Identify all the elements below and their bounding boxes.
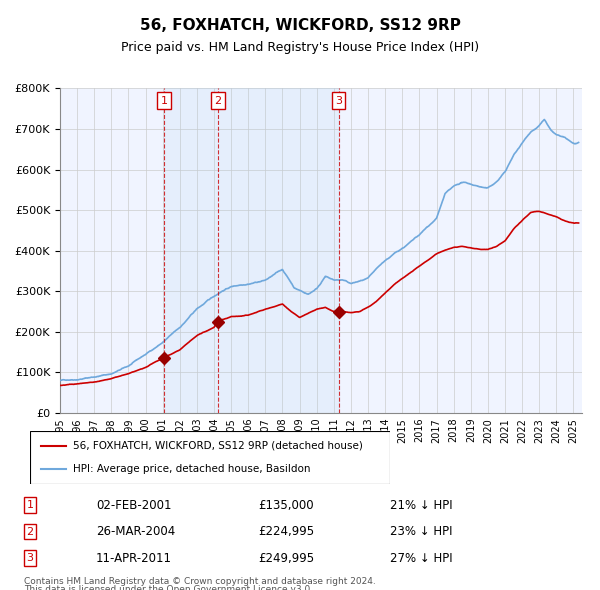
Text: £135,000: £135,000 — [258, 499, 314, 512]
Text: 3: 3 — [335, 96, 342, 106]
Text: 27% ↓ HPI: 27% ↓ HPI — [390, 552, 452, 565]
Text: HPI: Average price, detached house, Basildon: HPI: Average price, detached house, Basi… — [73, 464, 311, 474]
Text: 1: 1 — [161, 96, 167, 106]
Text: 2: 2 — [26, 527, 34, 536]
Bar — [164, 88, 338, 413]
Text: 02-FEB-2001: 02-FEB-2001 — [96, 499, 172, 512]
Text: This data is licensed under the Open Government Licence v3.0.: This data is licensed under the Open Gov… — [24, 585, 313, 590]
Text: 23% ↓ HPI: 23% ↓ HPI — [390, 525, 452, 538]
Text: 56, FOXHATCH, WICKFORD, SS12 9RP: 56, FOXHATCH, WICKFORD, SS12 9RP — [140, 18, 460, 32]
Text: 1: 1 — [26, 500, 34, 510]
Text: 3: 3 — [26, 553, 34, 563]
FancyBboxPatch shape — [30, 431, 390, 484]
Text: 21% ↓ HPI: 21% ↓ HPI — [390, 499, 452, 512]
Text: Price paid vs. HM Land Registry's House Price Index (HPI): Price paid vs. HM Land Registry's House … — [121, 41, 479, 54]
Text: 26-MAR-2004: 26-MAR-2004 — [96, 525, 175, 538]
Text: Contains HM Land Registry data © Crown copyright and database right 2024.: Contains HM Land Registry data © Crown c… — [24, 577, 376, 586]
Text: 11-APR-2011: 11-APR-2011 — [96, 552, 172, 565]
Text: £224,995: £224,995 — [258, 525, 314, 538]
Text: £249,995: £249,995 — [258, 552, 314, 565]
Text: 2: 2 — [214, 96, 221, 106]
Text: 56, FOXHATCH, WICKFORD, SS12 9RP (detached house): 56, FOXHATCH, WICKFORD, SS12 9RP (detach… — [73, 441, 363, 451]
